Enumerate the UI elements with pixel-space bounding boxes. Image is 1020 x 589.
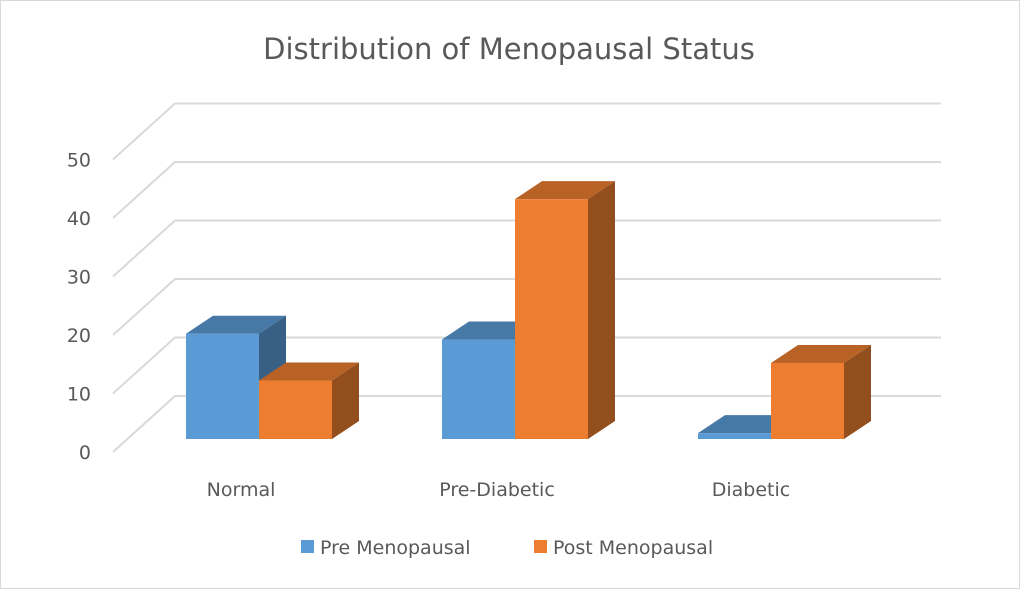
x-category-label: Normal [207,479,276,501]
gridline [112,336,941,395]
bar-side-face [332,362,359,439]
legend-label: Post Menopausal [553,537,713,559]
bar-side-face [588,181,615,439]
bar-top-face [186,315,286,334]
x-category-label: Pre-Diabetic [439,479,555,501]
legend-item: Pre Menopausal [301,537,471,559]
bar-top-face [771,344,871,363]
legend: Pre Menopausal Post Menopausal [301,537,713,559]
legend-swatch [534,540,547,553]
y-tick-label: 50 [67,150,91,172]
legend-item: Post Menopausal [534,537,713,559]
bar [771,344,871,439]
bar-side-face [844,344,871,439]
gridlines [112,102,941,453]
bar [515,181,615,439]
x-axis-categories: Normal Pre-Diabetic Diabetic [207,479,791,501]
gridline [112,102,941,161]
bar-top-face [515,181,615,200]
y-axis-ticks: 0 10 20 30 40 50 [67,150,91,465]
x-category-label: Diabetic [712,479,790,501]
y-tick-label: 10 [67,384,91,406]
bar-top-face [259,362,359,381]
bar [259,362,359,439]
gridline [112,278,941,336]
gridline [112,219,941,278]
bar-front-face [259,380,332,439]
gridline [112,161,941,219]
bars [186,181,871,439]
bar-front-face [442,339,515,439]
bar-front-face [515,199,588,439]
gridline [112,395,941,453]
chart-title: Distribution of Menopausal Status [263,32,755,66]
bar-front-face [698,433,771,439]
bar-front-face [771,362,844,439]
y-tick-label: 0 [79,442,91,464]
legend-label: Pre Menopausal [320,537,471,559]
y-tick-label: 30 [67,267,91,289]
y-tick-label: 20 [67,325,91,347]
legend-swatch [301,540,314,553]
y-tick-label: 40 [67,208,91,230]
bar-front-face [186,333,259,439]
